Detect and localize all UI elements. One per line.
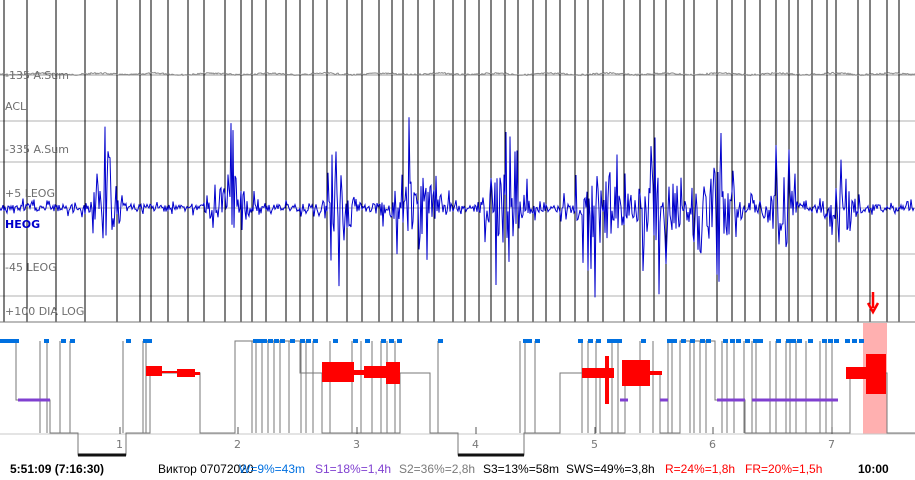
stage-transitions [0, 340, 915, 456]
stat-fr: FR=20%=1,5h [745, 462, 823, 476]
start-time: 5:51:09 (7:16:30) [10, 462, 105, 476]
channel-label-a-sum-top: -135 A.Sum [5, 69, 69, 82]
hour-ticks: 1 2 3 4 5 6 7 [116, 427, 835, 451]
hour-label: 4 [472, 438, 479, 451]
channel-label-leog-pos: +5 LEOG [5, 187, 55, 200]
status-bar: 5:51:09 (7:16:30) Виктор 07072020 W=9%=4… [0, 458, 915, 480]
hour-label: 7 [828, 438, 835, 451]
stat-s3: S3=13%=58m [483, 462, 560, 476]
cursor-time: 10:00 [858, 462, 889, 476]
hour-label: 2 [234, 438, 241, 451]
hour-label: 1 [116, 438, 123, 451]
stat-wake: W=9%=43m [239, 462, 306, 476]
channel-label-dia: +100 DIA LOG [5, 305, 84, 318]
hour-label: 6 [709, 438, 716, 451]
channel-label-leog-neg: -45 LEOG [5, 261, 57, 274]
heog-trace [0, 117, 915, 298]
channel-label-acl: ACL [5, 100, 27, 113]
stat-s2: S2=36%=2,8h [399, 462, 476, 476]
hour-label: 3 [353, 438, 360, 451]
hypnogram[interactable]: 1 2 3 4 5 6 7 [0, 292, 915, 457]
a-sum-trace [0, 71, 915, 77]
hour-label: 5 [591, 438, 598, 451]
stage-rem-blocks [146, 354, 886, 404]
stat-rem: R=24%=1,8h [665, 462, 736, 476]
stage-wake-markers [0, 339, 864, 343]
channel-label-heog: HEOG [5, 218, 40, 231]
signal-panel[interactable] [0, 0, 915, 322]
epoch-gridlines [3, 0, 900, 322]
record-name: Виктор 07072020 [158, 462, 254, 476]
cursor-arrow-icon [866, 292, 880, 315]
stat-sws: SWS=49%=3,8h [566, 462, 655, 476]
channel-label-a-sum-mid: -335 A.Sum [5, 143, 69, 156]
stat-s1: S1=18%=1,4h [315, 462, 392, 476]
